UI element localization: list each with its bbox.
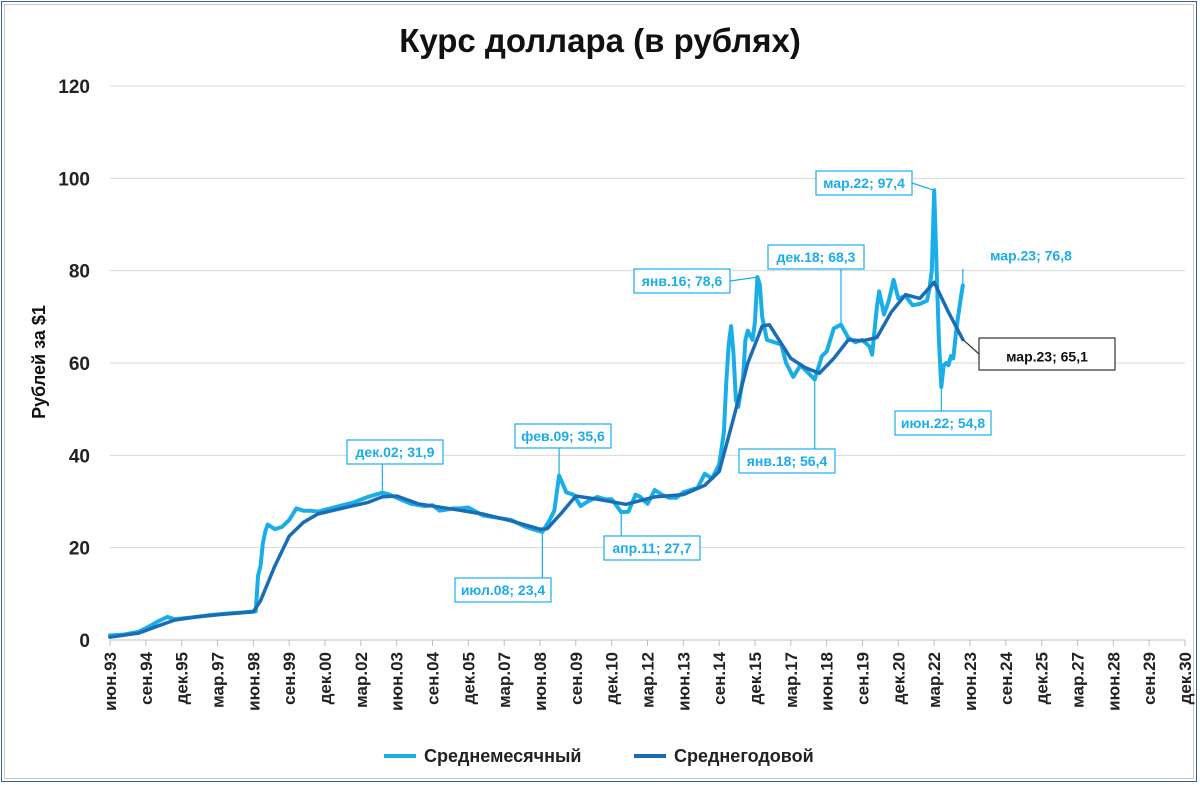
series-lines (108, 188, 965, 639)
x-tick-label: сен.14 (710, 651, 729, 704)
annotation-box (603, 535, 701, 561)
annotation-leader (911, 182, 935, 191)
x-tick-label: дек.05 (459, 652, 478, 704)
x-tick-label: июн.28 (1104, 652, 1123, 711)
annotation-label: фев.09; 35,6 (521, 428, 605, 444)
legend: Среднемесячный Среднегодовой (384, 746, 814, 766)
series-line-0 (108, 188, 965, 638)
annotation-box (346, 439, 444, 465)
legend-label-monthly: Среднемесячный (424, 746, 581, 766)
chart-title: Курс доллара (в рублях) (399, 22, 801, 59)
x-tick-label: дек.30 (1176, 652, 1195, 704)
y-axis-label: Рублей за $1 (29, 305, 49, 419)
annotation-label: дек.02; 31,9 (356, 444, 435, 460)
annotation-box (633, 268, 731, 294)
annotation-label: июл.08; 23,4 (461, 582, 546, 598)
x-tick-label: сен.94 (137, 651, 156, 704)
legend-label-yearly: Среднегодовой (674, 746, 814, 766)
x-tick-label: сен.29 (1140, 652, 1159, 705)
x-tick-label: мар.22 (925, 652, 944, 708)
annotation-label: мар.23; 76,8 (990, 248, 1072, 264)
x-tick-label: мар.27 (1069, 652, 1088, 708)
y-tick-labels: 0 20 40 60 80 100 120 (58, 77, 90, 652)
x-tick-label: июн.18 (818, 652, 837, 711)
annotation-leader (962, 339, 980, 355)
x-tick-label: сен.99 (280, 652, 299, 705)
x-tick-label: дек.95 (173, 652, 192, 704)
y-tick-label: 120 (58, 77, 90, 98)
x-tick-label: сен.24 (997, 651, 1016, 704)
annotations: дек.02; 31,9 фев.09; 35,6 июл.08; 23,4 апр.… (346, 170, 1116, 603)
x-tick-label: дек.25 (1033, 652, 1052, 704)
y-tick-label: 60 (69, 354, 90, 375)
x-tick-label: сен.04 (424, 651, 443, 704)
annotation-label: апр.11; 27,7 (612, 540, 691, 556)
y-tick-label: 80 (69, 262, 90, 283)
x-tick-label: мар.12 (639, 652, 658, 708)
x-tick-label: дек.20 (889, 652, 908, 704)
x-tick-label: сен.19 (854, 652, 873, 705)
x-tick-labels: июн.93 сен.94 дек.95 мар.97 июн.98 сен.99 дек.… (101, 651, 1195, 710)
x-tick-label: дек.10 (603, 652, 622, 704)
annotation-box (815, 170, 913, 196)
x-tick-label: мар.07 (495, 652, 514, 708)
x-tick-label: дек.15 (746, 652, 765, 704)
x-tick-label: июн.03 (388, 652, 407, 711)
x-tick-label: мар.02 (352, 652, 371, 708)
annotation-label: янв.18; 56,4 (747, 453, 828, 469)
x-tick-label: сен.09 (567, 652, 586, 705)
y-tick-label: 100 (58, 169, 90, 190)
series-line-1 (108, 280, 965, 639)
annotation-box (767, 244, 865, 270)
x-tick-label: мар.17 (782, 652, 801, 708)
annotation-box (894, 410, 992, 436)
annotation-label: янв.16; 78,6 (642, 273, 723, 289)
x-tick-label: июн.93 (101, 652, 120, 711)
annotation-label: мар.22; 97,4 (823, 175, 905, 191)
y-tick-label: 40 (69, 446, 90, 467)
x-tick-label: июн.13 (674, 652, 693, 711)
y-tick-label: 0 (79, 631, 90, 652)
annotation-label: мар.23; 65,1 (1006, 349, 1088, 365)
x-tick-label: мар.97 (209, 652, 228, 708)
x-tick-label: дек.00 (316, 652, 335, 704)
y-tick-label: 20 (69, 539, 90, 560)
annotation-box (738, 448, 836, 474)
chart-inner-frame (4, 4, 1194, 779)
annotation-box (978, 337, 1116, 371)
annotation-leader (729, 276, 758, 282)
annotation-box (514, 423, 612, 449)
annotation-box (454, 577, 552, 603)
x-tick-label: июн.23 (961, 652, 980, 711)
annotation-label: дек.18; 68,3 (777, 249, 856, 265)
x-tick-label: июн.98 (244, 652, 263, 711)
x-tick-label: июн.08 (531, 652, 550, 711)
annotation-label: июн.22; 54,8 (901, 415, 985, 431)
